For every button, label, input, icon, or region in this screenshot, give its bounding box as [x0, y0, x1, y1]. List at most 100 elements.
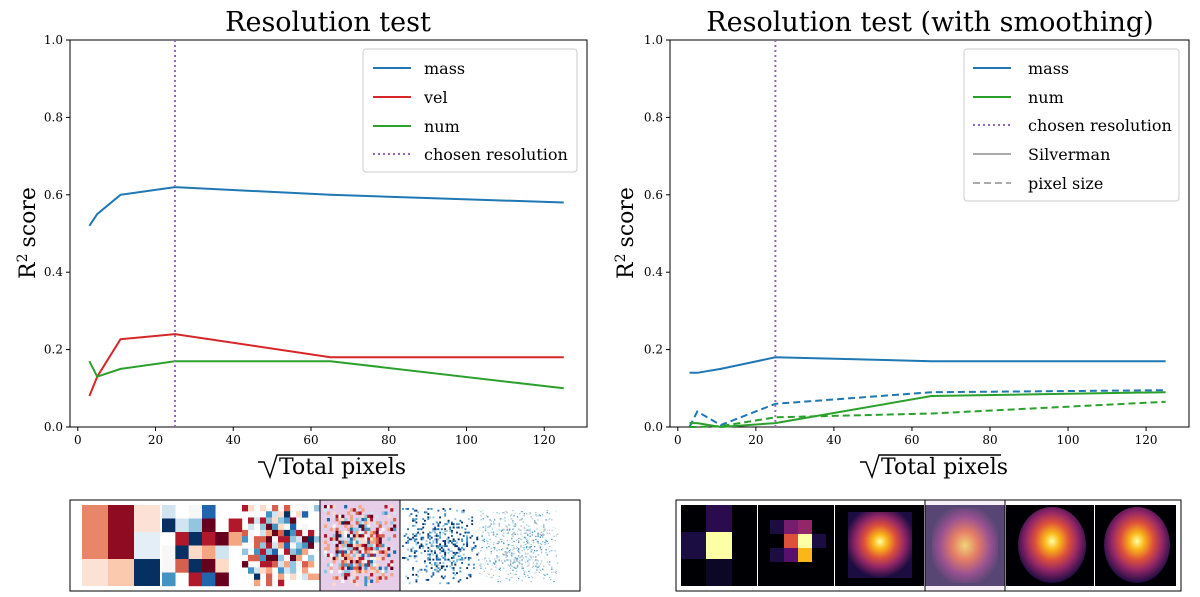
thumbnail-pixel — [378, 524, 382, 528]
thumbnail-pixel — [548, 564, 551, 566]
thumbnail-pixel — [390, 563, 394, 567]
thumbnail-pixel — [479, 564, 481, 566]
thumbnail-pixel — [521, 511, 523, 513]
thumbnail-pixel — [278, 567, 285, 574]
thumbnail-pixel — [440, 550, 443, 553]
thumbnail-pixel — [450, 521, 453, 524]
thumbnail-pixel — [459, 519, 462, 522]
thumbnail-pixel — [355, 563, 359, 567]
thumbnail-pixel — [504, 554, 506, 556]
thumbnail-pixel — [435, 533, 438, 536]
thumbnail-pixel — [447, 558, 450, 561]
thumbnail-pixel — [358, 511, 362, 515]
thumbnail-pixel — [497, 578, 499, 581]
thumbnail-pixel — [464, 556, 467, 559]
thumbnail-pixel — [324, 505, 328, 509]
thumbnail-pixel — [341, 517, 345, 522]
thumbnail-pixel — [341, 573, 345, 577]
thumbnail-pixel — [335, 576, 339, 580]
thumbnail-pixel — [202, 545, 216, 560]
thumbnail-pixel — [449, 526, 452, 529]
thumbnail-pixel — [439, 551, 442, 554]
thumbnail-pixel — [530, 546, 532, 548]
thumbnail-pixel — [375, 527, 379, 532]
thumbnail-pixel — [358, 566, 362, 570]
thumbnail-pixel — [526, 540, 528, 543]
thumbnail-pixel — [491, 528, 494, 530]
thumbnail-pixel — [531, 531, 534, 533]
x-tick-label: 100 — [455, 433, 478, 447]
thumbnail-pixel — [381, 527, 385, 532]
thumbnail-pixel — [551, 566, 553, 568]
thumbnail-pixel — [511, 541, 513, 544]
thumbnail-pixel — [524, 553, 527, 555]
thumbnail-pixel — [538, 544, 540, 547]
thumbnail-pixel — [439, 531, 442, 534]
thumbnail-pixel — [474, 545, 477, 548]
thumbnail-pixel — [528, 558, 530, 560]
thumbnail-pixel — [361, 543, 365, 548]
thumbnail-pixel — [278, 579, 285, 587]
thumbnail-pixel — [505, 577, 507, 580]
thumbnail-pixel — [542, 540, 544, 543]
y-label-text-right: score — [614, 187, 639, 247]
thumbnail-pixel — [527, 542, 529, 545]
thumbnail-pixel — [422, 546, 425, 549]
thumbnail-pixel — [454, 545, 457, 548]
thumbnail-pixel — [504, 551, 506, 553]
thumbnail-pixel — [502, 529, 504, 531]
thumbnail-pixel — [434, 563, 436, 566]
thumbnail-pixel — [349, 566, 353, 570]
thumbnail-pixel — [496, 536, 498, 538]
thumbnail-pixel — [524, 536, 527, 538]
thumbnail-pixel — [505, 525, 507, 527]
thumbnail-pixel — [254, 517, 261, 524]
thumbnail-pixel — [447, 540, 450, 542]
thumbnail-pixel — [516, 538, 519, 541]
thumbnail-pixel — [427, 508, 430, 510]
thumbnail-pixel — [335, 543, 339, 548]
thumbnail-pixel — [548, 529, 551, 531]
thumbnail-pixel — [442, 548, 445, 551]
thumbnail-pixel — [504, 520, 506, 522]
thumbnail-pixel — [435, 545, 438, 548]
thumbnail-pixel — [467, 531, 470, 534]
thumbnail-pixel — [551, 568, 553, 570]
thumbnail-pixel — [349, 576, 353, 580]
thumbnail-pixel — [284, 511, 291, 518]
thumbnail-pixel — [440, 528, 443, 531]
thumbnail-pixel — [518, 549, 520, 551]
thumbnail-pixel — [434, 568, 436, 571]
sqrt-symbol-right — [860, 454, 1001, 480]
thumbnail-pixel — [518, 555, 520, 557]
thumbnail-pixel — [358, 505, 362, 509]
thumbnail-pixel — [381, 569, 385, 574]
thumbnail-pixel — [370, 560, 374, 564]
thumbnail-pixel — [461, 540, 463, 542]
thumbnail-pixel — [471, 546, 474, 549]
thumbnail-pixel — [498, 560, 500, 562]
thumbnail-pixel — [290, 517, 297, 524]
thumbnail-pixel — [543, 530, 545, 532]
thumbnail-pixel — [308, 542, 315, 549]
thumbnail-pixel — [552, 529, 554, 531]
thumbnail-pixel — [387, 547, 391, 551]
thumbnail-pixel — [542, 533, 544, 535]
thumbnail-pixel — [454, 562, 457, 564]
thumbnail-pixel — [372, 550, 377, 554]
thumbnail-pixel — [514, 533, 516, 535]
thumbnail-pixel — [375, 521, 379, 525]
thumbnail-pixel — [512, 533, 514, 535]
thumbnail-pixel — [507, 519, 510, 521]
thumbnail-pixel — [344, 569, 348, 574]
thumbnail-pixel — [521, 565, 523, 567]
thumbnail-pixel — [519, 529, 521, 531]
thumbnail-pixel — [347, 569, 351, 574]
thumbnail-pixel — [511, 576, 513, 579]
thumbnail-pixel — [500, 538, 503, 541]
thumbnail-pixel — [462, 553, 465, 556]
thumbnail-pixel — [367, 547, 371, 551]
thumbnail-pixel — [529, 528, 531, 530]
y-tick-label: 0.0 — [644, 420, 663, 434]
thumbnail-pixel — [364, 530, 368, 535]
